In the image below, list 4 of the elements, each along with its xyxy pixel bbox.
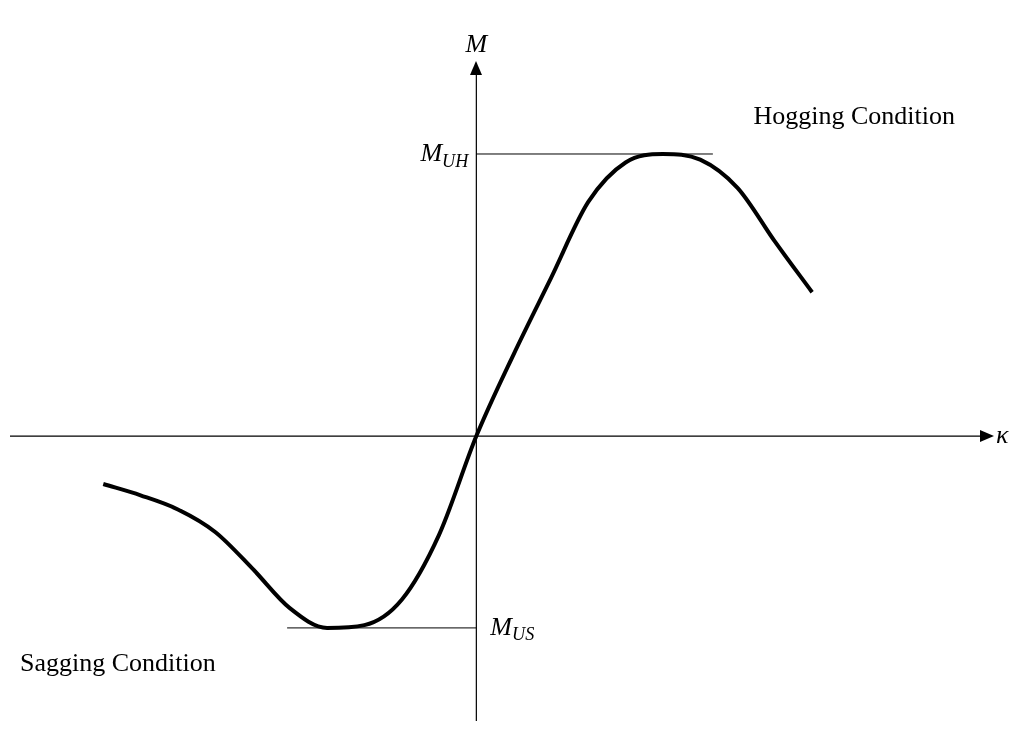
x-axis-title: κ [996,419,1009,449]
text: Sagging Condition [20,647,216,677]
text: Hogging Condition [753,100,955,130]
y-axis-title: M [464,28,489,58]
